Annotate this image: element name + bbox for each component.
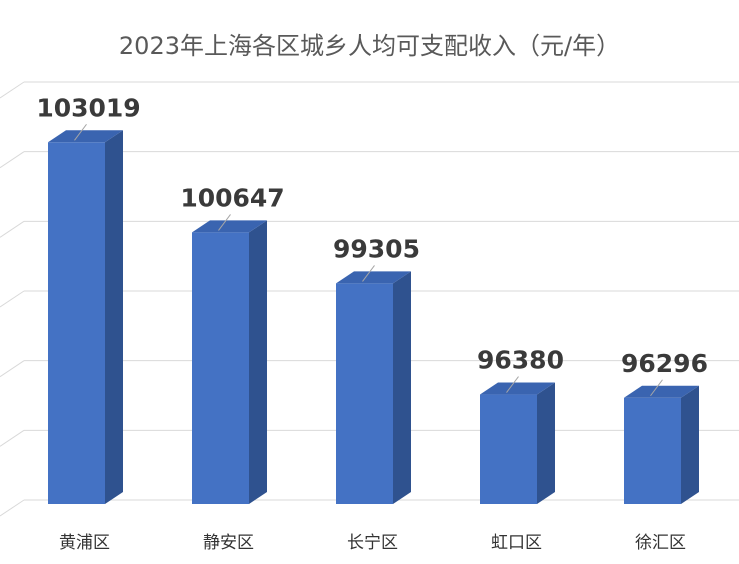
gridline [0,151,739,169]
leader-line-1 [74,123,87,141]
bar-top-3 [336,271,411,284]
bar-2 [192,232,249,504]
leader-line-2 [218,214,231,231]
bar-4 [480,394,537,504]
bar-top-5 [624,385,699,398]
data-label-1: 103019 [36,93,140,122]
chart-title: 2023年上海各区城乡人均可支配收入（元/年） [118,32,621,60]
data-label-2: 100647 [180,183,284,212]
label-layer: 103019 黄浦区 100647 静安区 99305 长宁区 96380 虹口区 96296 徐… [36,93,708,553]
category-label-2: 静安区 [203,533,254,553]
gridline [0,81,739,99]
data-label-4: 96380 [477,346,564,375]
category-label-4: 虹口区 [491,533,542,553]
category-label-3: 长宁区 [347,533,398,553]
bar-side-2 [249,220,267,504]
leader-line-4 [506,376,519,393]
gridline [0,220,739,238]
leader-line-5 [650,379,663,397]
bar-3 [336,283,393,504]
bar-top-2 [192,220,267,233]
bar-side-4 [537,382,555,504]
category-label-5: 徐汇区 [635,533,686,553]
bar-top-1 [48,130,123,143]
bar-side-5 [681,385,699,504]
bar-side-3 [393,271,411,504]
data-label-5: 96296 [621,349,708,378]
category-label-1: 黄浦区 [59,533,110,553]
bar-5 [624,397,681,504]
bar-side-1 [105,130,123,504]
leader-line-3 [362,265,375,282]
data-label-3: 99305 [333,234,420,263]
bar-layer [48,130,699,504]
bar-1 [48,142,105,504]
bar-top-4 [480,382,555,395]
